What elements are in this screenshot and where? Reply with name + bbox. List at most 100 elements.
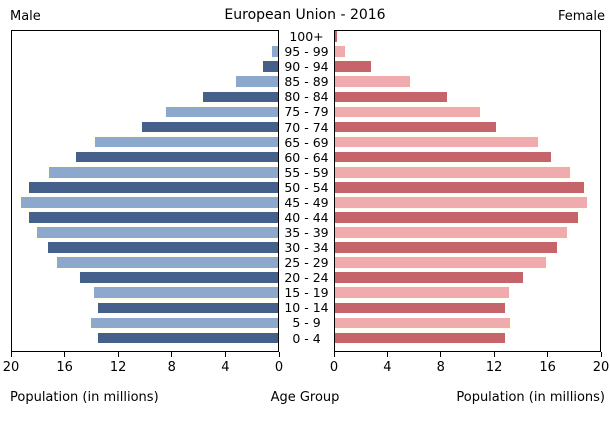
female-bar-55-59 (335, 165, 571, 179)
male-bar-70-74 (141, 120, 278, 134)
female-bar-80-84 (335, 90, 448, 104)
male-label: Male (10, 9, 41, 24)
tick-mark (117, 352, 119, 357)
age-group-label-50-54: 50 - 54 (284, 179, 329, 195)
female-bar-5-9 (335, 316, 512, 330)
male-panel (11, 30, 279, 352)
age-group-label-40-44: 40 - 44 (284, 209, 329, 225)
male-bar-95-99 (271, 45, 278, 58)
male-axis-tick-labels: 20 16 12 8 4 0 (3, 360, 283, 376)
age-group-label-30-34: 30 - 34 (284, 240, 329, 256)
tick-label: 0 (274, 360, 284, 375)
age-group-label-65-69: 65 - 69 (284, 134, 329, 150)
tick-mark (493, 352, 495, 357)
tick-label: 4 (383, 360, 392, 375)
male-bar-100plus (276, 31, 278, 43)
tick-mark (333, 352, 335, 357)
female-bar-10-14 (335, 301, 506, 315)
age-group-label-0-4: 0 - 4 (292, 330, 321, 346)
tick-label: 16 (539, 360, 556, 375)
female-axis-tick-labels: 0 4 8 12 16 20 (330, 360, 609, 376)
tick-mark (64, 352, 66, 357)
male-bar-55-59 (47, 165, 278, 179)
male-bar-25-29 (55, 256, 278, 269)
age-group-label-60-64: 60 - 64 (284, 149, 329, 165)
male-bar-90-94 (262, 60, 278, 74)
tick-label: 12 (485, 360, 503, 375)
male-bar-65-69 (94, 135, 278, 149)
age-group-label-25-29: 25 - 29 (284, 255, 329, 271)
male-axis-title: Population (in millions) (10, 390, 159, 405)
female-bar-85-89 (335, 75, 411, 89)
tick-mark (10, 352, 12, 357)
male-bar-10-14 (97, 301, 278, 315)
male-bar-85-89 (235, 75, 278, 89)
male-bar-15-19 (93, 286, 278, 300)
age-group-label-85-89: 85 - 89 (284, 74, 329, 90)
tick-mark (440, 352, 442, 357)
age-group-label-10-14: 10 - 14 (284, 300, 329, 316)
age-group-axis-title: Age Group (270, 390, 340, 405)
male-bar-5-9 (90, 316, 278, 330)
age-group-label-95-99: 95 - 99 (284, 44, 329, 60)
female-bar-25-29 (335, 256, 547, 269)
female-bar-65-69 (335, 135, 540, 149)
tick-label: 0 (329, 360, 339, 375)
male-bar-45-49 (19, 196, 278, 209)
female-bar-50-54 (335, 180, 586, 194)
age-group-label-5-9: 5 - 9 (292, 315, 321, 331)
male-bar-75-79 (164, 105, 278, 119)
female-bar-70-74 (335, 120, 497, 134)
age-group-label-55-59: 55 - 59 (284, 164, 329, 180)
age-group-label-70-74: 70 - 74 (284, 119, 329, 135)
tick-mark (171, 352, 173, 357)
tick-label: 4 (221, 360, 230, 375)
female-panel (334, 30, 601, 352)
female-bar-75-79 (335, 105, 481, 119)
tick-mark (278, 352, 280, 357)
age-group-label-35-39: 35 - 39 (284, 225, 329, 240)
female-label: Female (557, 9, 605, 24)
age-group-label-15-19: 15 - 19 (284, 285, 329, 301)
male-axis-ticks (10, 352, 280, 358)
tick-mark (600, 352, 602, 357)
tick-mark (386, 352, 388, 357)
female-axis-title: Population (in millions) (456, 390, 605, 405)
age-group-label-20-24: 20 - 24 (284, 270, 329, 286)
chart-title: European Union - 2016 (224, 7, 386, 23)
female-bar-35-39 (335, 226, 569, 239)
tick-mark (224, 352, 226, 357)
tick-label: 8 (436, 360, 445, 375)
male-bar-20-24 (78, 271, 278, 285)
male-bar-30-34 (46, 241, 278, 254)
age-group-label-100plus: 100+ (289, 29, 324, 45)
female-bar-60-64 (335, 150, 553, 164)
female-bar-15-19 (335, 286, 510, 300)
tick-label: 12 (109, 360, 127, 375)
tick-mark (547, 352, 549, 357)
age-group-label-45-49: 45 - 49 (284, 194, 329, 210)
male-bar-60-64 (74, 150, 278, 164)
female-bar-20-24 (335, 271, 525, 285)
age-group-label-90-94: 90 - 94 (284, 59, 329, 75)
female-bar-0-4 (335, 331, 506, 345)
tick-label: 16 (56, 360, 73, 375)
tick-label: 20 (592, 360, 610, 375)
age-group-label-80-84: 80 - 84 (284, 89, 329, 105)
female-axis-ticks (333, 352, 602, 358)
female-bar-90-94 (335, 60, 373, 74)
male-bar-50-54 (27, 180, 278, 194)
female-bar-45-49 (335, 196, 589, 209)
female-bar-100plus (335, 31, 338, 43)
male-bar-80-84 (202, 90, 278, 104)
age-group-label-75-79: 75 - 79 (284, 104, 329, 120)
male-bar-35-39 (35, 226, 278, 239)
tick-label: 8 (167, 360, 176, 375)
tick-label: 20 (2, 360, 20, 375)
male-bar-0-4 (97, 331, 278, 345)
male-bar-40-44 (27, 211, 278, 224)
age-group-column: 100+ 95 - 99 90 - 94 85 - 89 80 - 84 75 - 79 7… (279, 29, 334, 352)
female-bar-30-34 (335, 241, 558, 254)
female-bar-95-99 (335, 45, 346, 58)
